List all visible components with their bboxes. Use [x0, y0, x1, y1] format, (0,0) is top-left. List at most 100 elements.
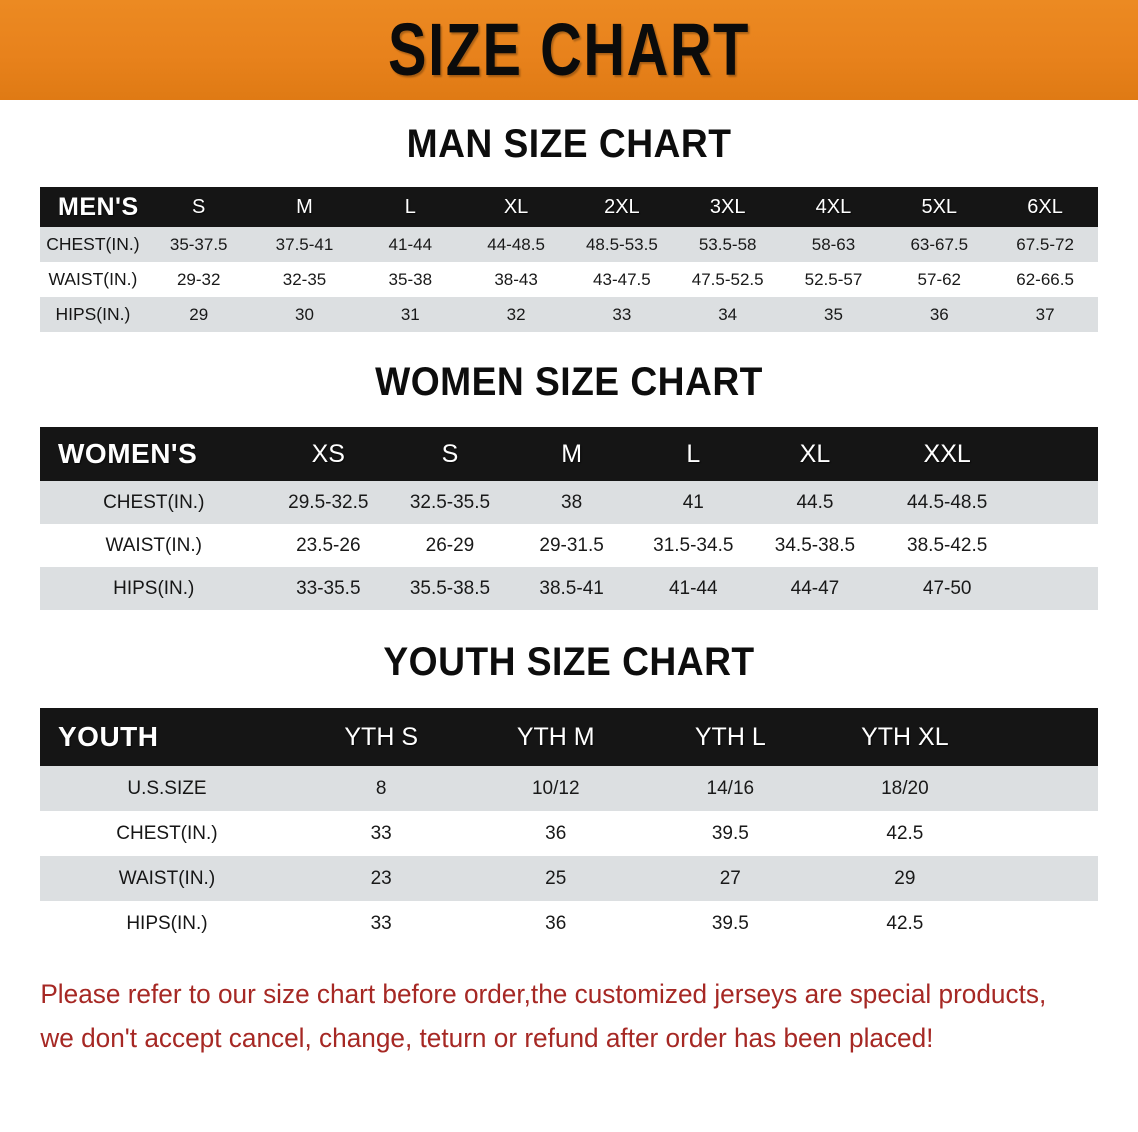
women-col-header-s: S [441, 439, 459, 468]
page-title: SIZE CHART [388, 8, 750, 91]
women-chest-xl: 44.5 [796, 491, 834, 513]
table-row: WAIST(IN.) 23 25 27 29 [40, 856, 1098, 901]
women-row-label-chest: CHEST(IN.) [103, 491, 205, 513]
man-chest-4xl: 58-63 [811, 234, 856, 254]
youth-size-table: YOUTH YTH S YTH M YTH L YTH XL U.S.SIZE … [40, 708, 1098, 946]
man-col-header-4xl: 4XL [815, 195, 852, 218]
man-col-header-2xl: 2XL [604, 195, 640, 218]
man-table-body: CHEST(IN.) 35-37.5 37.5-41 41-44 44-48.5… [40, 227, 1098, 332]
women-col-header-xl: XL [799, 439, 831, 468]
women-chest-spacer [1019, 481, 1098, 524]
man-hips-4xl: 35 [824, 304, 843, 324]
youth-hips-s: 33 [370, 912, 392, 934]
man-size-table-wrapper: MEN'S S M L XL 2XL 3XL 4XL 5XL 6XL CHEST… [40, 187, 1098, 332]
women-section-title: WOMEN SIZE CHART [375, 360, 763, 404]
youth-us-size-l: 14/16 [706, 777, 755, 799]
youth-size-table-wrapper: YOUTH YTH S YTH M YTH L YTH XL U.S.SIZE … [40, 708, 1098, 946]
table-row: HIPS(IN.) 29 30 31 32 33 34 35 36 37 [40, 297, 1098, 332]
women-waist-spacer [1019, 524, 1098, 567]
man-hips-s: 29 [189, 304, 209, 324]
youth-row-label-chest: CHEST(IN.) [116, 822, 218, 844]
table-row: CHEST(IN.) 35-37.5 37.5-41 41-44 44-48.5… [40, 227, 1098, 262]
youth-chest-xl: 42.5 [886, 822, 924, 844]
man-hips-m: 30 [295, 304, 314, 324]
man-hips-3xl: 34 [718, 304, 738, 324]
man-waist-6xl: 62-66.5 [1016, 269, 1074, 289]
youth-us-size-xl: 18/20 [881, 777, 929, 799]
women-size-table: WOMEN'S XS S M L XL XXL CHEST(IN.) 29.5-… [40, 427, 1098, 610]
table-row: WAIST(IN.) 23.5-26 26-29 29-31.5 31.5-34… [40, 524, 1098, 567]
youth-us-size-s: 8 [375, 777, 387, 799]
youth-col-header-m: YTH M [516, 722, 595, 751]
women-waist-xs: 23.5-26 [296, 534, 361, 556]
man-col-header-3xl: 3XL [709, 195, 746, 218]
youth-waist-s: 23 [370, 867, 392, 889]
man-waist-2xl: 43-47.5 [593, 269, 651, 289]
women-chest-s: 32.5-35.5 [409, 491, 491, 513]
women-chest-m: 38 [561, 491, 583, 513]
women-table-head: WOMEN'S XS S M L XL XXL [40, 427, 1098, 481]
youth-chest-m: 36 [545, 822, 567, 844]
women-size-table-wrapper: WOMEN'S XS S M L XL XXL CHEST(IN.) 29.5-… [40, 427, 1098, 610]
man-col-header-xl: XL [503, 195, 529, 218]
man-header-label: MEN'S [58, 192, 139, 221]
youth-waist-xl: 29 [894, 867, 916, 889]
man-chest-5xl: 63-67.5 [910, 234, 969, 254]
man-col-header-l: L [404, 195, 416, 218]
table-row: CHEST(IN.) 29.5-32.5 32.5-35.5 38 41 44.… [40, 481, 1098, 524]
women-hips-m: 38.5-41 [539, 577, 604, 599]
women-hips-l: 41-44 [668, 577, 718, 599]
women-col-header-l: L [686, 439, 701, 468]
women-col-header-xxl: XXL [923, 439, 971, 468]
man-chest-m: 37.5-41 [275, 234, 334, 254]
youth-us-size-spacer [992, 766, 1098, 811]
man-row-label-hips: HIPS(IN.) [55, 304, 131, 324]
table-row: U.S.SIZE 8 10/12 14/16 18/20 [40, 766, 1098, 811]
man-hips-l: 31 [400, 304, 420, 324]
youth-waist-spacer [992, 856, 1098, 901]
disclaimer-line-1: Please refer to our size chart before or… [40, 979, 1047, 1009]
youth-chest-l: 39.5 [711, 822, 749, 844]
man-hips-5xl: 36 [929, 304, 949, 324]
man-hips-2xl: 33 [612, 304, 632, 324]
women-header-spacer [1019, 427, 1098, 481]
women-hips-xl: 44-47 [790, 577, 840, 599]
youth-hips-l: 39.5 [711, 912, 749, 934]
table-row: HIPS(IN.) 33 36 39.5 42.5 [40, 901, 1098, 946]
man-table-head: MEN'S S M L XL 2XL 3XL 4XL 5XL 6XL [40, 187, 1098, 227]
man-col-header-6xl: 6XL [1027, 195, 1063, 218]
women-row-label-waist: WAIST(IN.) [105, 534, 202, 556]
youth-header-spacer [992, 708, 1098, 766]
man-hips-6xl: 37 [1035, 304, 1055, 324]
man-section-title: MAN SIZE CHART [406, 122, 732, 166]
youth-chest-spacer [992, 811, 1098, 856]
women-hips-s: 35.5-38.5 [409, 577, 491, 599]
man-size-table: MEN'S S M L XL 2XL 3XL 4XL 5XL 6XL CHEST… [40, 187, 1098, 332]
women-row-label-hips: HIPS(IN.) [113, 577, 195, 599]
man-waist-4xl: 52.5-57 [804, 269, 863, 289]
man-waist-3xl: 47.5-52.5 [691, 269, 764, 289]
man-col-header-s: S [192, 195, 206, 218]
man-col-header-5xl: 5XL [921, 195, 958, 218]
man-waist-m: 32-35 [282, 269, 327, 289]
man-waist-xl: 38-43 [494, 269, 538, 289]
man-chest-l: 41-44 [388, 234, 433, 254]
women-header-row: WOMEN'S XS S M L XL XXL [40, 427, 1098, 481]
youth-col-header-xl: YTH XL [861, 722, 949, 751]
youth-row-label-waist: WAIST(IN.) [118, 867, 216, 889]
man-waist-l: 35-38 [388, 269, 433, 289]
women-chest-xxl: 44.5-48.5 [907, 491, 988, 513]
man-waist-s: 29-32 [176, 269, 221, 289]
youth-waist-m: 25 [545, 867, 567, 889]
women-hips-spacer [1019, 567, 1098, 610]
man-waist-5xl: 57-62 [917, 269, 962, 289]
women-col-header-xs: XS [311, 439, 345, 468]
youth-chest-s: 33 [370, 822, 392, 844]
man-chest-xl: 44-48.5 [487, 234, 545, 254]
man-row-label-waist: WAIST(IN.) [48, 269, 138, 289]
man-chest-3xl: 53.5-58 [698, 234, 757, 254]
youth-row-label-hips: HIPS(IN.) [126, 912, 208, 934]
man-row-label-chest: CHEST(IN.) [46, 234, 140, 254]
disclaimer-line-2: we don't accept cancel, change, teturn o… [40, 1023, 934, 1053]
table-row: CHEST(IN.) 33 36 39.5 42.5 [40, 811, 1098, 856]
